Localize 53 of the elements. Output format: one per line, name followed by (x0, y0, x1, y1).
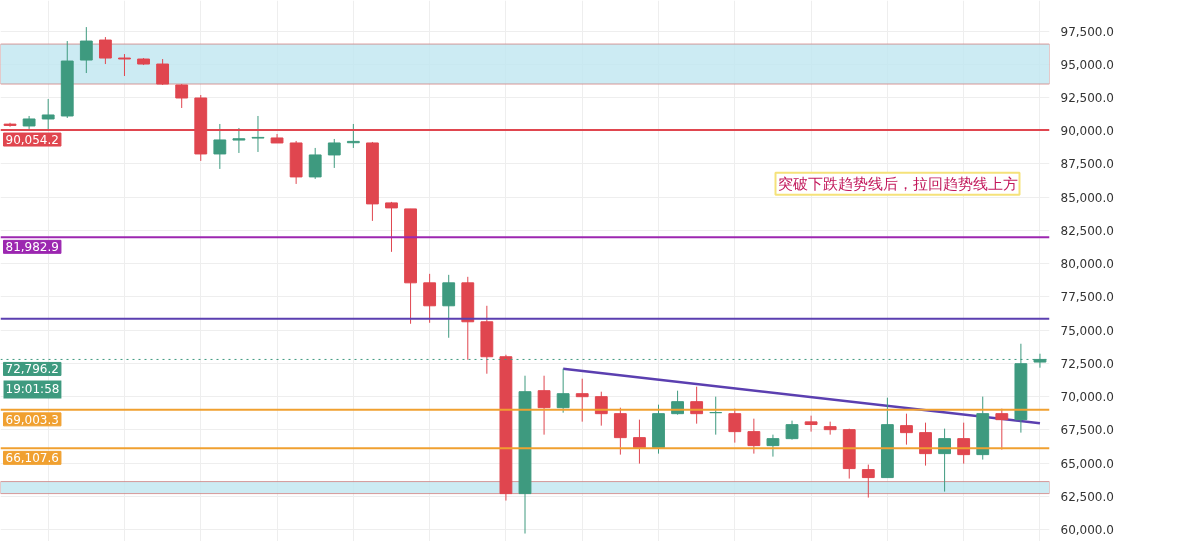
candlestick (537, 375, 551, 436)
candlestick (442, 274, 456, 339)
candlestick (747, 418, 761, 455)
candlestick (251, 115, 265, 153)
candlestick (175, 83, 189, 109)
y-tick-label: 92,500.0 (1060, 91, 1114, 106)
candlestick (385, 201, 398, 253)
candlestick (728, 408, 742, 444)
candlestick (118, 53, 131, 77)
candlestick (327, 138, 341, 169)
candlestick (308, 147, 322, 180)
y-tick-label: 62,500.0 (1060, 489, 1114, 504)
candlestick (995, 408, 1009, 451)
y-tick-label: 72,500.0 (1060, 356, 1114, 371)
y-tick-label: 65,000.0 (1060, 456, 1114, 471)
candlestick (232, 127, 246, 154)
candlestick (423, 273, 437, 324)
candlestick (804, 415, 818, 433)
y-tick-label: 67,500.0 (1060, 423, 1114, 438)
y-tick-label: 75,000.0 (1060, 323, 1114, 338)
candlestick (98, 36, 112, 65)
annotation: 19:01:58 (5, 382, 60, 397)
candlestick (861, 464, 875, 499)
candlestick (633, 419, 646, 465)
candlestick (213, 123, 227, 170)
y-tick-label: 87,500.0 (1060, 157, 1114, 172)
ref-line-label: 81,982.9 (5, 240, 59, 255)
ref-line-label: 69,003.3 (5, 412, 59, 427)
y-tick-label: 85,000.0 (1060, 190, 1114, 205)
annotation: 突破下跌趋势线后，拉回趋势线上方 (777, 174, 1018, 193)
candlestick (156, 58, 170, 86)
candlestick (346, 123, 360, 149)
ref-line-label: 90,054.2 (5, 133, 59, 148)
y-tick-label: 95,000.0 (1060, 57, 1114, 72)
candlestick (79, 26, 93, 74)
y-tick-label: 82,500.0 (1060, 223, 1114, 238)
candlestick (709, 396, 723, 436)
candlestick (919, 422, 932, 467)
y-tick-label: 60,000.0 (1060, 523, 1114, 538)
candlestick (766, 434, 780, 458)
y-tick-label: 77,500.0 (1060, 290, 1114, 305)
candlestick (575, 378, 589, 423)
y-tick-label: 70,000.0 (1060, 390, 1114, 405)
candlestick (613, 407, 627, 456)
y-tick-label: 97,500.0 (1060, 24, 1114, 39)
candlestick (41, 98, 55, 131)
y-tick-label: 90,000.0 (1060, 124, 1114, 139)
candlestick (900, 413, 913, 446)
candlestick (785, 420, 799, 441)
y-tick-label: 80,000.0 (1060, 257, 1114, 272)
ref-line-label: 72,796.2 (5, 362, 59, 377)
candlestick (556, 368, 570, 414)
ref-line-label: 66,107.6 (5, 451, 59, 466)
